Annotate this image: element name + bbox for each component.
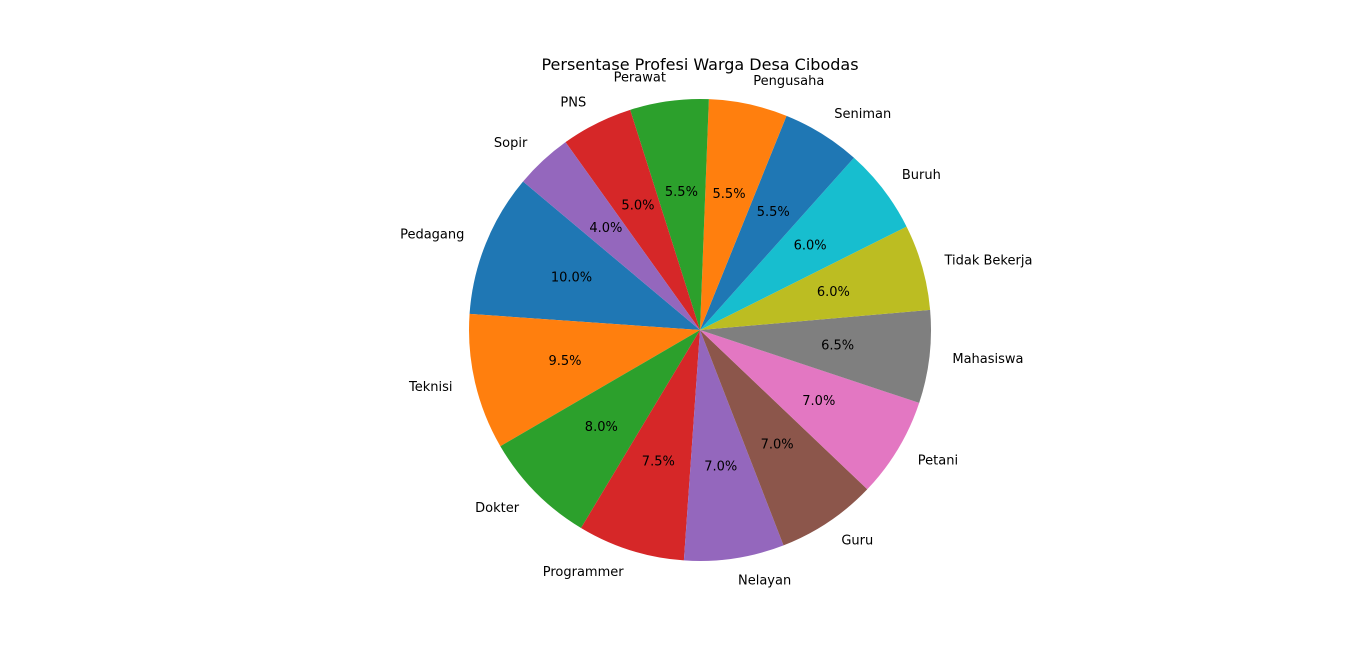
- pie-slice-teknisi: [469, 313, 700, 447]
- pie-slice-petani: [700, 330, 920, 490]
- pie-slice-sopir: [523, 142, 700, 330]
- slice-percent-pedagang: 10.0%: [551, 271, 592, 286]
- slice-label-dokter: Dokter: [475, 501, 520, 516]
- pie-slices: [469, 99, 931, 562]
- slice-label-seniman: Seniman: [834, 107, 891, 122]
- pie-slice-dokter: [500, 330, 700, 529]
- pie-slice-seniman: [700, 115, 854, 330]
- slice-label-buruh: Buruh: [902, 168, 941, 183]
- pie-slice-perawat: [630, 99, 709, 331]
- slice-percent-mahasiswa: 6.5%: [821, 339, 854, 354]
- pie-slice-pengusaha: [700, 99, 787, 331]
- pie-slice-buruh: [700, 157, 907, 330]
- slice-percent-nelayan: 7.0%: [704, 460, 737, 475]
- slice-percent-tidak-bekerja: 6.0%: [817, 285, 850, 300]
- pie-slice-nelayan: [683, 330, 784, 562]
- pie-slice-programmer: [581, 330, 700, 561]
- slice-label-programmer: Programmer: [543, 565, 625, 580]
- slice-percent-dokter: 8.0%: [585, 420, 618, 435]
- pie-slice-pns: [565, 109, 700, 330]
- slice-label-tidak-bekerja: Tidak Bekerja: [943, 253, 1032, 268]
- pie-slice-guru: [700, 330, 868, 546]
- slice-percent-guru: 7.0%: [761, 438, 794, 453]
- slice-label-sopir: Sopir: [494, 136, 528, 151]
- slice-percent-pengusaha: 5.5%: [713, 187, 746, 202]
- slice-label-nelayan: Nelayan: [738, 574, 791, 589]
- slice-label-perawat: Perawat: [614, 71, 666, 86]
- slice-label-petani: Petani: [918, 453, 958, 468]
- slice-percent-programmer: 7.5%: [642, 455, 675, 470]
- pie-labels: Pedagang 10.0% Teknisi 9.5% Dokter 8.0% Progra…: [400, 71, 1032, 589]
- slice-percent-petani: 7.0%: [802, 394, 835, 409]
- slice-percent-pns: 5.0%: [621, 199, 654, 214]
- slice-percent-buruh: 6.0%: [794, 238, 827, 253]
- slice-label-pengusaha: Pengusaha: [753, 74, 824, 89]
- slice-percent-perawat: 5.5%: [665, 185, 698, 200]
- pie-slice-pedagang: [469, 181, 700, 330]
- slice-label-guru: Guru: [841, 534, 873, 549]
- slice-percent-teknisi: 9.5%: [548, 354, 581, 369]
- chart-title: Persentase Profesi Warga Desa Cibodas: [541, 55, 858, 74]
- slice-label-pns: PNS: [560, 95, 586, 110]
- pie-slice-mahasiswa: [700, 309, 931, 403]
- slice-percent-seniman: 5.5%: [757, 205, 790, 220]
- slice-label-pedagang: Pedagang: [400, 227, 464, 242]
- slice-label-mahasiswa: Mahasiswa: [952, 352, 1023, 367]
- pie-slice-tidak-bekerja: [700, 226, 931, 330]
- slice-percent-sopir: 4.0%: [589, 221, 622, 236]
- slice-label-teknisi: Teknisi: [408, 380, 453, 395]
